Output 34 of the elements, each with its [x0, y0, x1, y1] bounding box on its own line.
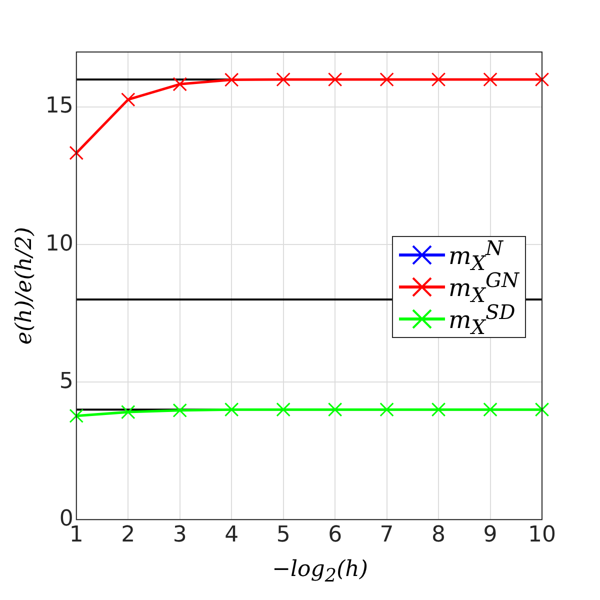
point — [224, 72, 239, 87]
x-tick-label: 2 — [121, 522, 136, 548]
point — [431, 72, 446, 87]
point — [534, 402, 550, 417]
point — [483, 72, 498, 87]
point — [380, 72, 394, 87]
x-tick-label: 5 — [276, 522, 290, 548]
x-tick-label: 9 — [483, 522, 498, 548]
x-tick-label: 7 — [380, 522, 394, 548]
point — [224, 402, 239, 417]
point — [431, 402, 446, 417]
y-tick-label: 15 — [45, 94, 74, 119]
point — [276, 72, 290, 87]
point — [121, 404, 136, 420]
x-tick-label: 4 — [224, 522, 239, 548]
point — [534, 72, 550, 87]
x-axis-title: −log$_{2}$(h) — [272, 556, 368, 586]
point — [483, 402, 498, 417]
point — [328, 402, 342, 417]
x-tick-label: 6 — [328, 522, 342, 548]
point — [328, 72, 342, 87]
y-axis-title: e(h)/e(h/2) — [12, 227, 37, 345]
point — [276, 402, 290, 417]
point — [172, 77, 187, 92]
x-tick-label: 8 — [432, 522, 446, 548]
y-tick-label: 5 — [59, 368, 74, 394]
point — [121, 92, 136, 107]
point — [172, 403, 187, 418]
x-tick-label: 3 — [172, 522, 187, 548]
point — [69, 146, 84, 160]
y-tick-label: 10 — [45, 231, 74, 256]
point — [380, 402, 394, 417]
point — [69, 408, 84, 424]
x-tick-label: 10 — [528, 522, 556, 548]
